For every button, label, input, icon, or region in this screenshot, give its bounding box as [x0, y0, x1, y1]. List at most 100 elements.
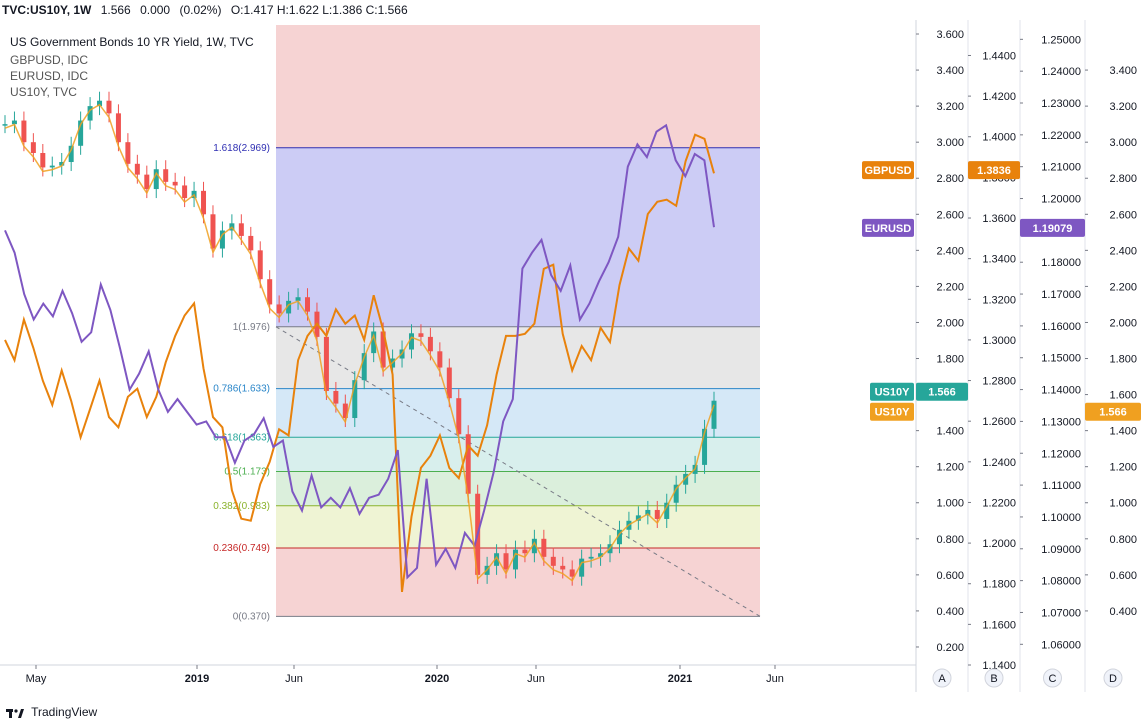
- candle-body[interactable]: [295, 297, 301, 301]
- candle-body[interactable]: [711, 400, 717, 429]
- tag-gbpusd-name[interactable]: [862, 161, 914, 180]
- legend-item-us10y[interactable]: US10Y, TVC: [10, 85, 77, 99]
- axis-C-tick-label: 1.20000: [1041, 194, 1081, 206]
- candle-body[interactable]: [616, 529, 622, 545]
- legend-item-gbpusd[interactable]: GBPUSD, IDC: [10, 53, 88, 67]
- candle-body[interactable]: [144, 174, 150, 190]
- candle-body[interactable]: [361, 353, 367, 381]
- axis-C-tick-label: 1.10000: [1041, 512, 1081, 524]
- candle-body[interactable]: [531, 538, 537, 554]
- candle-body[interactable]: [408, 333, 414, 350]
- series-line-gbpusd[interactable]: [4, 133, 715, 593]
- candle-body[interactable]: [59, 162, 65, 166]
- axis-A-badge[interactable]: [932, 668, 952, 688]
- candle-body[interactable]: [257, 250, 263, 280]
- candle-body[interactable]: [30, 142, 36, 153]
- candle-body[interactable]: [276, 304, 282, 314]
- candle-body[interactable]: [522, 549, 528, 554]
- axis-A-tick-label: 2.800: [936, 173, 964, 185]
- candle-body[interactable]: [598, 553, 604, 557]
- candle-body[interactable]: [664, 502, 670, 519]
- candle-body[interactable]: [512, 549, 518, 570]
- candle-body[interactable]: [352, 380, 358, 419]
- candle-body[interactable]: [153, 169, 159, 190]
- candle-body[interactable]: [333, 390, 339, 404]
- candle-body[interactable]: [371, 331, 377, 354]
- candle-body[interactable]: [418, 333, 424, 337]
- candle-body[interactable]: [40, 153, 46, 168]
- candle-body[interactable]: [219, 230, 225, 249]
- candle-body[interactable]: [267, 279, 273, 305]
- candle-body[interactable]: [106, 100, 112, 114]
- candle-body[interactable]: [115, 113, 121, 143]
- trend-line[interactable]: [275, 326, 761, 617]
- candle-body[interactable]: [182, 185, 188, 199]
- candle-body[interactable]: [645, 509, 651, 516]
- candle-body[interactable]: [2, 124, 8, 126]
- chart-area[interactable]: 1.618(2.969) 1(1.976) 0.786(1.633) 0.618(1.…: [0, 0, 1141, 702]
- candle-body[interactable]: [702, 428, 708, 465]
- candle-body[interactable]: [163, 169, 169, 182]
- candle-body[interactable]: [579, 558, 585, 577]
- candle-body[interactable]: [427, 336, 433, 352]
- candle-body[interactable]: [210, 214, 216, 249]
- fib-band: [276, 471, 760, 506]
- candle-body[interactable]: [201, 190, 207, 215]
- tag-us10y-compare-name[interactable]: [870, 402, 914, 421]
- axis-A-tick-label: 2.200: [936, 281, 964, 293]
- candle-body[interactable]: [446, 367, 452, 399]
- axis-C-tick-label: 1.12000: [1041, 448, 1081, 460]
- axis-D-badge[interactable]: [1103, 668, 1123, 688]
- candle-body[interactable]: [68, 145, 74, 163]
- candle-body[interactable]: [560, 565, 566, 570]
- candle-body[interactable]: [11, 120, 17, 125]
- axis-C-tick-label: 1.21000: [1041, 162, 1081, 174]
- candle-body[interactable]: [503, 553, 509, 570]
- change-pct-value: (0.02%): [179, 3, 222, 17]
- candle-body[interactable]: [342, 403, 348, 419]
- tag-us10y-compare-value[interactable]: [1085, 402, 1141, 421]
- candle-body[interactable]: [541, 538, 547, 557]
- series-line-us10y[interactable]: [4, 103, 715, 582]
- candle-body[interactable]: [286, 300, 292, 314]
- brand-label[interactable]: TradingView: [31, 705, 98, 719]
- axis-D-tick-label: 2.600: [1109, 209, 1137, 221]
- axis-C-tick-label: 1.18000: [1041, 257, 1081, 269]
- tag-us10y-value[interactable]: [916, 382, 968, 401]
- tag-gbpusd-value[interactable]: [968, 161, 1020, 180]
- candle-body[interactable]: [465, 434, 471, 494]
- candle-body[interactable]: [238, 223, 244, 236]
- candle-body[interactable]: [78, 120, 84, 146]
- tag-us10y-name[interactable]: [870, 382, 914, 401]
- candle-body[interactable]: [654, 509, 660, 519]
- tag-eurusd-name[interactable]: [862, 218, 914, 237]
- candle-body[interactable]: [437, 351, 443, 368]
- candle-body[interactable]: [87, 106, 93, 121]
- axis-A-badge-label: A: [938, 673, 946, 685]
- axis-C-badge[interactable]: [1043, 668, 1062, 688]
- candle-body[interactable]: [134, 163, 140, 175]
- symbol-label[interactable]: TVC:US10Y, 1W: [2, 3, 92, 17]
- candle-body[interactable]: [494, 553, 500, 566]
- candle-body[interactable]: [550, 556, 556, 566]
- candle-body[interactable]: [588, 556, 594, 559]
- candle-body[interactable]: [323, 336, 329, 391]
- candle-body[interactable]: [456, 398, 462, 435]
- candle-body[interactable]: [380, 331, 386, 368]
- candle-body[interactable]: [21, 120, 27, 143]
- candle-body[interactable]: [125, 142, 131, 164]
- axis-B-tick-label: 1.3200: [982, 294, 1016, 306]
- candle-body[interactable]: [635, 515, 641, 521]
- candle-body[interactable]: [172, 181, 178, 186]
- candle-body[interactable]: [673, 484, 679, 503]
- candle-body[interactable]: [49, 165, 55, 168]
- legend-item-eurusd[interactable]: EURUSD, IDC: [10, 69, 88, 83]
- candle-body[interactable]: [248, 235, 254, 251]
- candle-body[interactable]: [683, 473, 689, 485]
- candle-body[interactable]: [305, 297, 311, 312]
- candle-body[interactable]: [97, 100, 103, 107]
- series-line-eurusd[interactable]: [4, 123, 715, 580]
- axis-B-badge[interactable]: [984, 668, 1004, 688]
- tag-eurusd-value[interactable]: [1020, 218, 1085, 237]
- candle-body[interactable]: [569, 569, 575, 577]
